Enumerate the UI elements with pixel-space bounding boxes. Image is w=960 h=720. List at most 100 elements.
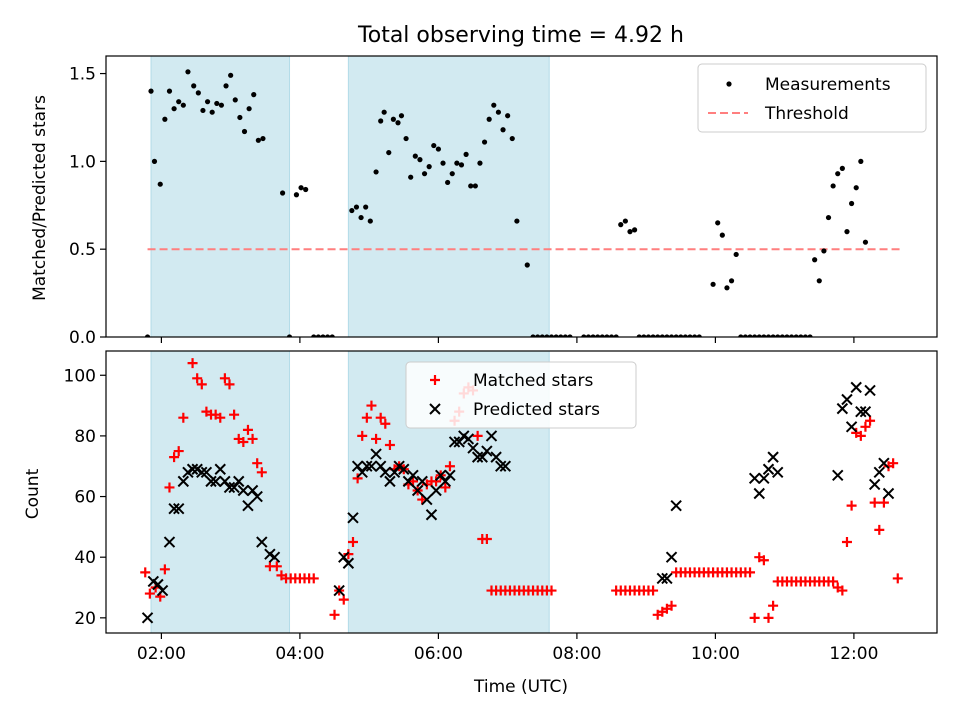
matched-stars-point (229, 409, 240, 420)
matched-stars-point (768, 600, 779, 611)
predicted-stars-point (196, 466, 208, 478)
matched-stars-point (828, 576, 839, 587)
matched-stars-point (869, 497, 880, 508)
measurement-point (765, 334, 772, 337)
predicted-stars-point (379, 466, 392, 478)
measurement-point (176, 99, 182, 105)
predicted-stars-point (251, 490, 263, 503)
predicted-stars-point (430, 484, 442, 497)
matched-stars-point (361, 412, 372, 423)
bottom-legend: Matched stars Predicted stars (405, 361, 637, 429)
measurement-point (148, 88, 154, 94)
measurement-point (844, 229, 850, 235)
matched-stars-point (865, 415, 876, 426)
measurement-point (449, 171, 455, 177)
measurement-point (798, 334, 804, 337)
predicted-stars-point (141, 612, 154, 624)
matched-stars-point (837, 585, 848, 596)
matched-stars-point (440, 482, 451, 493)
measurement-point (618, 222, 624, 228)
measurement-point (581, 334, 587, 337)
measurement-point (151, 158, 158, 164)
matched-stars-point (271, 561, 282, 572)
predicted-stars-point (425, 509, 438, 521)
predicted-stars-point (370, 448, 382, 460)
measurement-point (687, 334, 693, 337)
measurement-point (548, 334, 555, 337)
measurement-point (421, 171, 428, 177)
measurement-point (738, 334, 744, 337)
measurement-point (349, 207, 355, 214)
measurement-point (862, 239, 869, 245)
measurement-point (632, 227, 638, 233)
bottom-legend-box (405, 361, 637, 429)
top-plot-area (144, 56, 903, 337)
predicted-stars-point (656, 572, 669, 585)
matched-stars-point (841, 537, 852, 548)
measurement-point (232, 97, 238, 103)
measurement-point (315, 334, 321, 337)
measurement-point (553, 334, 559, 337)
predicted-stars-point (347, 512, 359, 524)
measurement-point (218, 102, 225, 108)
predicted-stars-point (177, 475, 190, 488)
measurement-point (191, 83, 197, 89)
top-legend: Measurements Threshold (697, 63, 927, 133)
predicted-stars-point (448, 436, 461, 448)
predicted-stars-point (268, 551, 281, 563)
matched-stars-point (666, 600, 677, 611)
measurement-point (431, 142, 437, 149)
measurement-point (403, 135, 409, 142)
matched-stars-point (648, 585, 659, 596)
measurement-point (477, 160, 483, 166)
matched-stars-point (187, 358, 198, 369)
measurement-point (779, 334, 785, 337)
matched-stars-point (343, 549, 354, 560)
matched-stars-point (855, 430, 866, 441)
measurement-point (728, 278, 735, 284)
measurement-point (539, 334, 545, 337)
predicted-stars-point (205, 475, 217, 488)
measurement-point (752, 334, 758, 337)
top-y-axis-label: Matched/Predicted stars (30, 95, 50, 301)
matched-stars-point (215, 412, 226, 423)
predicted-stars-point (173, 502, 185, 515)
measurement-point (505, 113, 511, 119)
legend-threshold-label: Threshold (764, 104, 849, 124)
predicted-stars-point (864, 384, 876, 397)
measurement-point (246, 106, 252, 112)
matched-stars-point (140, 567, 151, 578)
predicted-stars-point (163, 536, 176, 548)
measurement-point (412, 153, 418, 159)
measurement-point (590, 334, 596, 337)
measurement-point (558, 334, 564, 337)
matched-stars-point (192, 373, 203, 384)
x-tick-label: 12:00 (829, 644, 878, 664)
measurement-point (659, 334, 665, 337)
matched-stars-point (247, 433, 258, 444)
predicted-stars-point (242, 499, 254, 512)
measurement-point (645, 334, 652, 337)
predicted-stars-point (402, 475, 415, 488)
measurement-point (696, 334, 702, 337)
predicted-stars-point (832, 469, 844, 482)
predicted-stars-point (772, 466, 784, 478)
measurement-point (742, 334, 749, 337)
predicted-stars-point (351, 460, 364, 472)
measurement-point (604, 334, 610, 337)
measurement-point (825, 214, 832, 221)
predicted-stars-point (490, 451, 502, 463)
predicted-stars-point (237, 484, 250, 497)
matched-stars-point (252, 458, 263, 469)
predicted-stars-point (855, 405, 867, 418)
predicted-stars-point (152, 578, 164, 591)
legend-measurements-marker (726, 81, 732, 87)
predicted-stars-point (670, 499, 682, 512)
measurement-point (495, 109, 502, 115)
predicted-stars-point (439, 475, 452, 488)
measurement-point (500, 127, 506, 133)
predicted-stars-point (868, 478, 881, 491)
predicted-stars-point (841, 393, 853, 406)
top-observing-interval-2 (347, 56, 550, 337)
